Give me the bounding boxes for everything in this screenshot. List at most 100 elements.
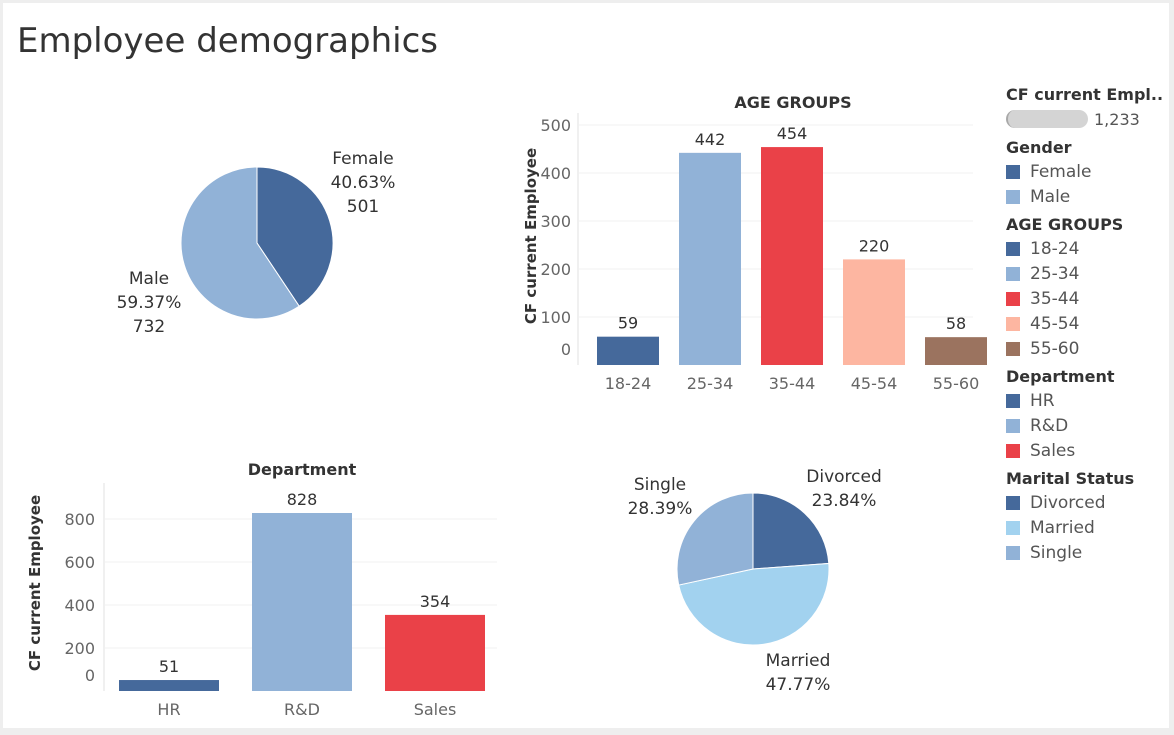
pie-label-male-2: 732: [133, 317, 165, 337]
x-tick-label-45-54: 45-54: [851, 374, 898, 393]
pie-label-female-0: Female: [332, 149, 393, 169]
dashboard-title: Employee demographics: [17, 21, 438, 61]
legend-item-female[interactable]: Female: [1006, 159, 1166, 184]
legend-panel: CF current Empl.. 1,233 Gender Female Ma…: [1006, 79, 1166, 565]
y-tick-label: 400: [64, 596, 95, 615]
legend-item-sales[interactable]: Sales: [1006, 438, 1166, 463]
legend-item-25-34[interactable]: 25-34: [1006, 261, 1166, 286]
gender-pie-chart: Female 40.63% 501 Male 59.37% 732: [117, 149, 396, 337]
bar-hr: [119, 680, 219, 691]
size-legend-bar: [1006, 110, 1088, 128]
data-label-55-60: 58: [946, 314, 966, 333]
legend-item-45-54[interactable]: 45-54: [1006, 311, 1166, 336]
legend-label: HR: [1030, 390, 1055, 411]
pie-label-female-1: 40.63%: [331, 173, 396, 193]
y-tick-label: 300: [540, 212, 571, 231]
dashboard: Employee demographics Female 40.63% 501 Mal…: [3, 3, 1169, 728]
legend-item-35-44[interactable]: 35-44: [1006, 286, 1166, 311]
data-label-hr: 51: [159, 657, 179, 676]
pie-label-single-1: 28.39%: [628, 499, 693, 519]
marital-status-pie-chart: Divorced 23.84% Married 47.77% Single 28.39%: [628, 467, 882, 695]
legend-label: 45-54: [1030, 313, 1080, 334]
age-groups-legend-title: AGE GROUPS: [1006, 215, 1124, 234]
legend-label: Female: [1030, 161, 1092, 182]
y-tick-label: 500: [540, 116, 571, 135]
y-tick-label: 200: [540, 260, 571, 279]
bar-55-60: [925, 337, 987, 365]
legend-item-divorced[interactable]: Divorced: [1006, 490, 1166, 515]
y-tick-label: 400: [540, 164, 571, 183]
y-tick-label: 200: [64, 639, 95, 658]
data-label-18-24: 59: [618, 314, 638, 333]
marital-status-legend-title: Marital Status: [1006, 469, 1135, 488]
pie-slice-male: [180, 166, 300, 320]
y-tick-label: 600: [64, 553, 95, 572]
pie-label-married-1: 47.77%: [766, 675, 831, 695]
pie-label-male-1: 59.37%: [117, 293, 182, 313]
legend-label: Married: [1030, 517, 1095, 538]
pie-slice-single: [676, 492, 754, 586]
x-tick-label-hr: HR: [157, 700, 180, 719]
legend-swatch: [1006, 520, 1020, 535]
legend-label: Male: [1030, 186, 1071, 207]
pie-slice-divorced: [752, 492, 830, 570]
age-groups-bar-chart: AGE GROUPS CF current Employee 0 100 200 300 4…: [522, 93, 987, 393]
legend-item-married[interactable]: Married: [1006, 515, 1166, 540]
x-tick-label-sales: Sales: [414, 700, 457, 719]
size-legend-title: CF current Empl..: [1006, 85, 1164, 104]
size-legend-value: 1,233: [1094, 109, 1140, 129]
legend-label: Divorced: [1030, 492, 1106, 513]
pie-label-divorced-0: Divorced: [806, 467, 882, 487]
legend-item-rd[interactable]: R&D: [1006, 413, 1166, 438]
y-axis-label: CF current Employee: [522, 148, 540, 324]
legend-swatch: [1006, 341, 1020, 356]
legend-label: 35-44: [1030, 288, 1080, 309]
data-label-35-44: 454: [777, 124, 808, 143]
x-tick-label-25-34: 25-34: [687, 374, 734, 393]
y-tick-label: 800: [64, 510, 95, 529]
data-label-45-54: 220: [859, 236, 890, 255]
legend-item-single[interactable]: Single: [1006, 540, 1166, 565]
legend-swatch: [1006, 291, 1020, 306]
legend-swatch: [1006, 266, 1020, 281]
legend-swatch: [1006, 443, 1020, 458]
y-tick-label: 0: [85, 666, 95, 685]
legend-swatch: [1006, 418, 1020, 433]
legend-item-hr[interactable]: HR: [1006, 388, 1166, 413]
y-axis-label: CF current Employee: [26, 495, 44, 671]
bar-18-24: [597, 336, 659, 365]
legend-swatch: [1006, 393, 1020, 408]
bar-sales: [385, 614, 485, 691]
legend-swatch: [1006, 316, 1020, 331]
pie-label-single-0: Single: [634, 475, 686, 495]
data-label-sales: 354: [420, 592, 451, 611]
legend-swatch: [1006, 545, 1020, 560]
legend-item-male[interactable]: Male: [1006, 184, 1166, 209]
bar-25-34: [679, 152, 741, 365]
legend-label: 55-60: [1030, 338, 1080, 359]
legend-label: Single: [1030, 542, 1083, 563]
chart-title: Department: [248, 460, 357, 479]
data-label-r-d: 828: [287, 490, 318, 509]
pie-slice-married: [678, 562, 830, 646]
legend-item-18-24[interactable]: 18-24: [1006, 236, 1166, 261]
legend-label: 25-34: [1030, 263, 1080, 284]
pie-label-female-2: 501: [347, 197, 379, 217]
x-tick-label-r-d: R&D: [284, 700, 320, 719]
x-tick-label-18-24: 18-24: [605, 374, 652, 393]
legend-swatch: [1006, 241, 1020, 256]
legend-swatch: [1006, 189, 1020, 204]
legend-label: 18-24: [1030, 238, 1080, 259]
size-legend: 1,233: [1006, 106, 1166, 132]
bar-r-d: [252, 513, 352, 691]
pie-label-divorced-1: 23.84%: [812, 491, 877, 511]
data-label-25-34: 442: [695, 130, 726, 149]
x-tick-label-55-60: 55-60: [933, 374, 980, 393]
legend-swatch: [1006, 164, 1020, 179]
department-legend-title: Department: [1006, 367, 1115, 386]
y-tick-label: 0: [561, 340, 571, 359]
legend-item-55-60[interactable]: 55-60: [1006, 336, 1166, 361]
gender-legend-title: Gender: [1006, 138, 1072, 157]
bar-35-44: [761, 147, 823, 365]
chart-title: AGE GROUPS: [734, 93, 851, 112]
